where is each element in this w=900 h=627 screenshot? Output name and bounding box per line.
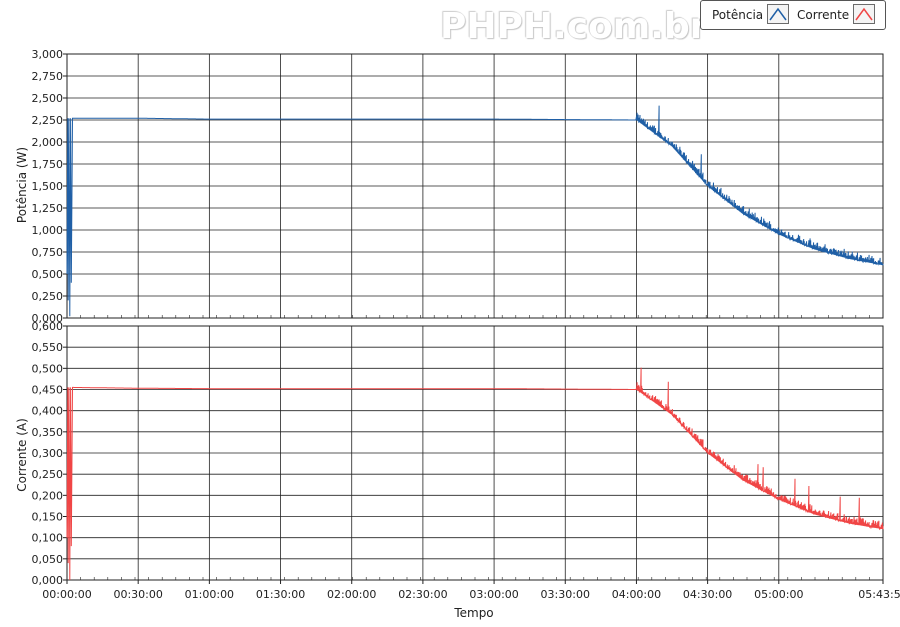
x-tick-label: 03:00:00 [469,588,518,601]
y-tick-label: 0,450 [32,384,64,397]
y-tick-label: 2,750 [32,70,64,83]
y-tick-label: 0,000 [32,312,64,325]
series-line-current [66,367,884,581]
y-tick-label: 0,000 [32,574,64,587]
current-panel: 0,600 0,550 0,500 0,450 0,400 0,350 0,300 0,250… [32,320,900,601]
y-tick-label: 0,100 [32,532,64,545]
x-tick-label: 00:00:00 [42,588,91,601]
y-tick-label: 3,000 [32,48,64,61]
y-tick-label: 0,250 [32,290,64,303]
y-tick-label: 0,350 [32,426,64,439]
legend-label-current: Corrente [797,8,850,22]
x-axis-label: Tempo [453,606,493,620]
y-tick-label: 0,750 [32,246,64,259]
y-tick-label: 0,400 [32,405,64,418]
y-tick-label: 1,250 [32,202,64,215]
y-tick-label: 2,500 [32,92,64,105]
y-axis-label-power: Potência (W) [15,147,29,223]
y-tick-label: 0,050 [32,553,64,566]
series-line-power [66,105,884,317]
x-tick-label: 05:00:00 [754,588,803,601]
y-tick-label: 0,500 [32,268,64,281]
x-tick-label: 00:30:00 [113,588,162,601]
y-tick-label: 1,750 [32,158,64,171]
legend-label-power: Potência [712,8,764,22]
y-tick-label: 0,250 [32,468,64,481]
power-panel: 3,000 2,750 2,500 2,250 2,000 1,750 1,500 1,250… [32,48,884,325]
x-tick-label: 03:30:00 [541,588,590,601]
x-tick-label: 04:30:00 [683,588,732,601]
x-tick-label: 04:00:00 [612,588,661,601]
x-tick-label: 02:30:00 [398,588,447,601]
x-tick-label: 05:43:55 [858,588,900,601]
legend: Potência Corrente [700,0,886,30]
y-tick-label: 0,150 [32,511,64,524]
y-tick-label: 0,300 [32,447,64,460]
y-tick-label: 1,000 [32,224,64,237]
y-tick-label: 0,200 [32,489,64,502]
y-axis-label-current: Corrente (A) [15,418,29,492]
x-tick-label: 01:30:00 [256,588,305,601]
legend-swatch-power [767,4,789,24]
y-tick-label: 2,250 [32,114,64,127]
y-tick-label: 2,000 [32,136,64,149]
watermark-text: PHPH.com.br [440,6,708,47]
y-tick-label: 1,500 [32,180,64,193]
y-tick-label: 0,550 [32,341,64,354]
legend-swatch-current [853,4,875,24]
x-tick-label: 02:00:00 [327,588,376,601]
y-tick-label: 0,500 [32,362,64,375]
y-tick-label: 0,600 [32,320,64,333]
x-tick-label: 01:00:00 [185,588,234,601]
